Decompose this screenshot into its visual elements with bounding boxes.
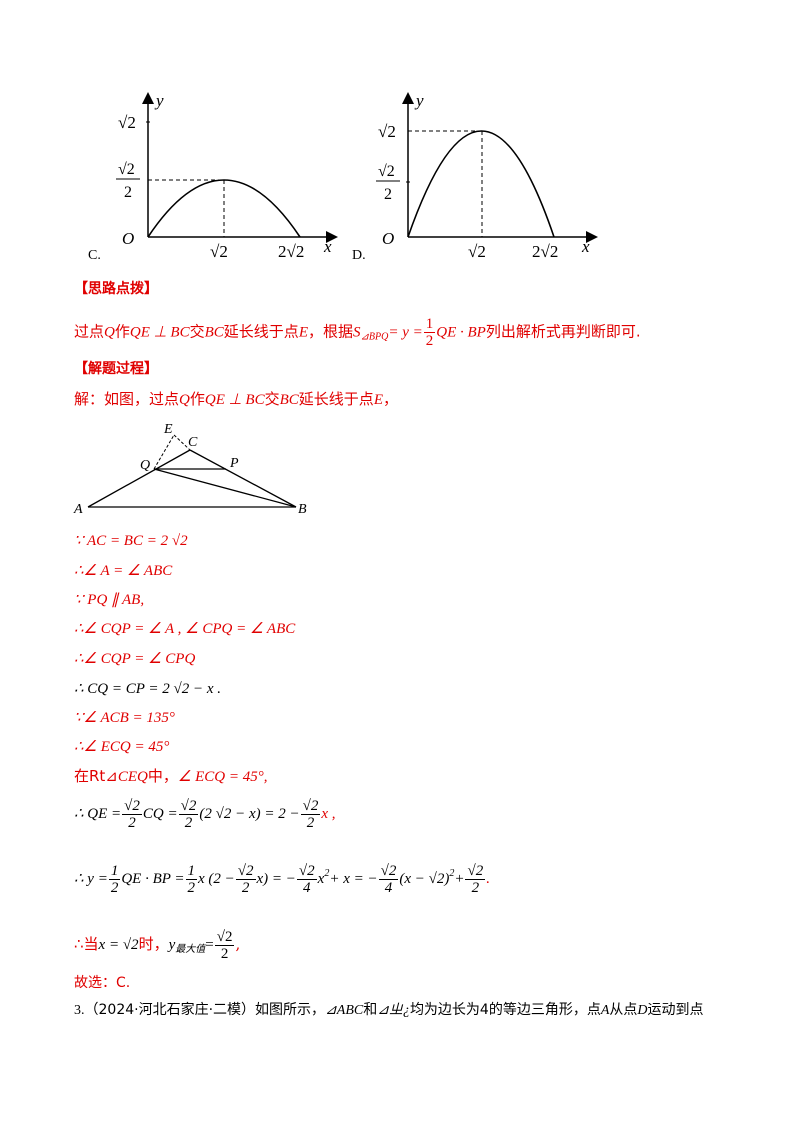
graph-d-origin: O [382,229,394,248]
tri-label-a: A [73,502,83,517]
solution-line-6: ∴ CQ = CP = 2 √2 − x . [74,681,222,697]
solution-line-2: ∴∠ A = ∠ ABC [74,563,173,579]
solution-line-3: ∵ PQ ∥ AB, [74,592,145,608]
solution-line-4: ∴∠ CQP = ∠ A , ∠ CPQ = ∠ ABC [74,621,296,637]
solution-title: 【解题过程】 [74,361,158,377]
graph-c-xtick-1: √2 [210,242,228,261]
graph-option-d: y x O √2 √2 2 √2 2√2 [372,90,607,265]
graph-c-y-label: y [154,91,164,110]
tri-label-b: B [298,502,307,517]
option-d-label: D. [352,248,366,263]
graph-d-y-label: y [414,91,424,110]
graph-d-x-label: x [581,237,590,256]
graph-c-svg: y x O √2 √2 2 √2 2√2 [116,91,338,261]
graph-c-curve [147,179,301,238]
graph-c-xtick-2: 2√2 [278,242,304,261]
triangle-svg: E C Q P A B [73,422,307,517]
next-problem: 3.（2024·河北石家庄·二模）如图所示，⊿ABC和⊿ㄓ¿均为边长为4的等边三… [74,1002,704,1018]
tri-label-q: Q [140,458,150,473]
graph-d-svg: y x O √2 √2 2 √2 2√2 [376,91,598,261]
solution-line-9: 在Rt⊿CEQ中，∠ ECQ = 45°, [74,767,268,785]
graph-d-ytick-top: √2 [378,122,396,141]
graph-d-ytick-mid-den: 2 [384,186,392,203]
graph-c-ytick-top: √2 [118,113,136,132]
tri-label-p: P [229,456,239,471]
graph-d-ytick-mid-num: √2 [378,163,395,180]
solution-line-1: ∵ AC = BC = 2 √2 [74,533,188,549]
graph-c-ytick-mid-den: 2 [124,184,132,201]
graph-d-xtick-1: √2 [468,242,486,261]
solution-line-11: ∴ y = 1 2 QE · BP = 1 2 x (2 − √2 2 x) = − √2 4 x2+ … [74,863,490,897]
hint-text: 过点Q作QE ⊥ BC交BC延长线于点E，根据S⊿BPQ= y = 1 2 QE · … [74,316,641,349]
graph-d-curve [407,130,555,238]
graph-c-x-label: x [323,237,332,256]
tri-label-c: C [188,435,198,450]
graph-c-origin: O [122,229,134,248]
solution-line-10: ∴ QE = √2 2 CQ = √2 2 (2 √2 − x) = 2 − √2 2 x , [74,798,336,832]
solution-intro: 解：如图，过点Q作QE ⊥ BC交BC延长线于点E， [74,390,398,408]
option-c-label: C. [88,248,101,263]
triangle-figure: E C Q P A B [70,415,320,520]
hint-title: 【思路点拨】 [74,281,158,297]
graph-option-c: y x O √2 √2 2 √2 2√2 [110,90,345,265]
tri-label-e: E [163,422,173,437]
answer: 故选：C. [74,975,131,991]
graph-c-ytick-mid-num: √2 [118,161,135,178]
solution-line-5: ∴∠ CQP = ∠ CPQ [74,651,196,667]
solution-line-7: ∵∠ ACB = 135° [74,710,175,726]
solution-line-8: ∴∠ ECQ = 45° [74,739,170,755]
graph-d-xtick-2: 2√2 [532,242,558,261]
solution-line-12: ∴当x = √2时，y最大值= √2 2, [74,928,241,962]
